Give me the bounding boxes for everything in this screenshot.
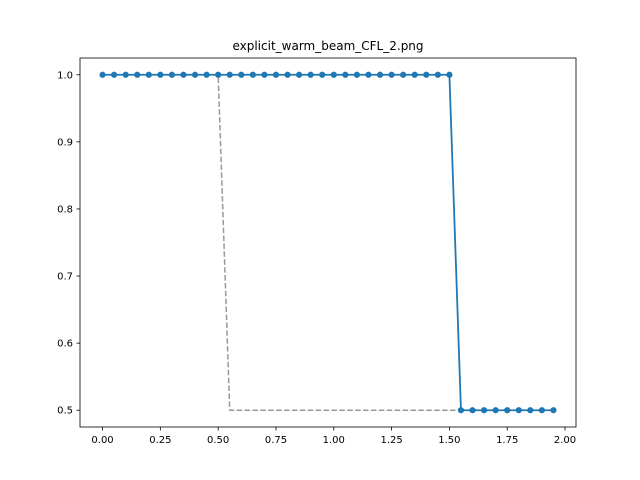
data-point	[157, 71, 164, 78]
y-tick-label: 0.5	[57, 406, 73, 417]
x-tick-label: 0.50	[207, 435, 229, 446]
data-point	[330, 71, 337, 78]
x-tick-label: 1.75	[496, 435, 518, 446]
data-point	[492, 407, 499, 414]
x-tick-label: 1.00	[323, 435, 345, 446]
data-point	[215, 71, 222, 78]
data-point	[527, 407, 534, 414]
data-point	[538, 407, 545, 414]
series-line-1	[102, 73, 554, 412]
data-point	[261, 71, 268, 78]
data-point	[365, 71, 372, 78]
data-point	[515, 407, 522, 414]
data-point	[238, 71, 245, 78]
data-point	[446, 71, 453, 78]
data-point	[411, 71, 418, 78]
data-point	[99, 71, 106, 78]
data-point	[134, 71, 141, 78]
data-point	[226, 71, 233, 78]
series-group	[99, 71, 557, 414]
data-point	[400, 71, 407, 78]
y-tick-label: 0.9	[57, 137, 73, 148]
data-point	[480, 407, 488, 414]
y-tick-label: 0.7	[57, 272, 73, 283]
data-point	[284, 71, 291, 78]
x-tick-label: 0.25	[149, 435, 171, 446]
y-tick-label: 1.0	[57, 70, 73, 81]
axes-frame	[79, 57, 577, 428]
data-point	[111, 71, 118, 78]
data-point	[272, 71, 280, 78]
data-point	[457, 407, 465, 414]
data-point	[469, 407, 476, 414]
y-tick-label: 0.8	[57, 204, 73, 215]
data-point	[434, 71, 441, 78]
x-tick-label: 0.00	[91, 435, 113, 446]
y-tick-label: 0.6	[57, 339, 73, 350]
data-point	[145, 71, 152, 78]
data-point	[319, 71, 326, 78]
chart-title: explicit_warm_beam_CFL_2.png	[232, 39, 423, 53]
data-point	[423, 71, 430, 78]
data-point	[550, 407, 557, 414]
data-point	[168, 71, 176, 78]
data-point	[307, 71, 314, 78]
data-point	[191, 71, 199, 78]
data-point	[122, 71, 129, 78]
data-point	[180, 71, 187, 78]
x-tick-label: 0.75	[265, 435, 287, 446]
data-point	[353, 71, 360, 78]
x-tick-label: 1.50	[438, 435, 460, 446]
axes: 0.00 0.25 0.50 0.75 1.00 1.25 1.50 1.75 2.00 0.5 0…	[57, 57, 577, 446]
data-point	[342, 71, 349, 78]
data-point	[296, 71, 303, 78]
data-point	[504, 407, 511, 414]
data-point	[388, 71, 395, 78]
data-point	[249, 71, 256, 78]
x-tick-label: 2.00	[554, 435, 576, 446]
x-tick-label: 1.25	[380, 435, 402, 446]
data-point	[376, 71, 384, 78]
data-point	[203, 71, 210, 78]
plot-area	[99, 71, 557, 414]
